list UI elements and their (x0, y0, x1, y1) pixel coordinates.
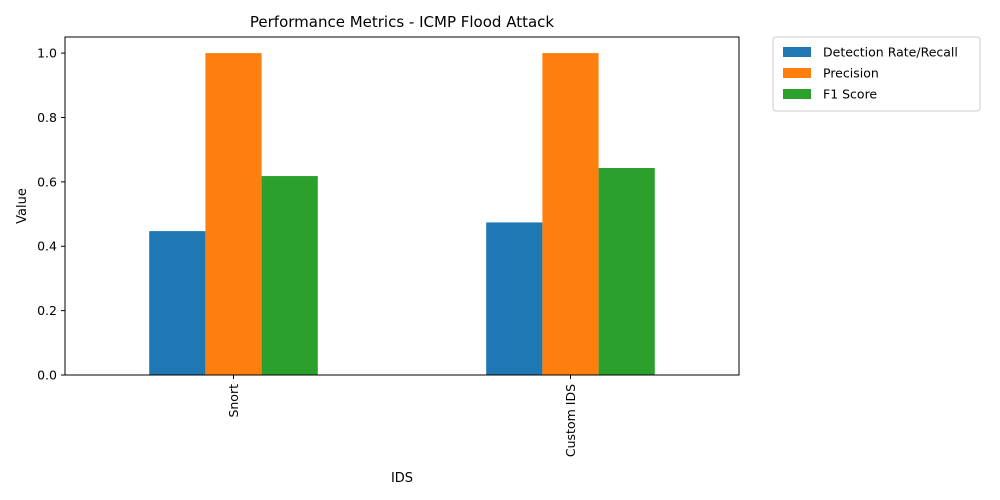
x-tick-label: Snort (226, 384, 241, 418)
y-tick-label: 0.8 (37, 110, 57, 125)
legend-frame (772, 36, 981, 112)
legend-label: F1 Score (823, 87, 877, 102)
y-axis-label: Value (15, 188, 30, 224)
bar-detection-rate-recall-snort (149, 231, 206, 375)
legend-swatch (783, 47, 811, 57)
legend: Detection Rate/Recall Precision F1 Score (772, 36, 981, 112)
y-tick-label: 0.2 (37, 303, 57, 318)
bar-f1-score-snort (261, 176, 318, 375)
bars (149, 53, 655, 375)
legend-swatch (783, 89, 811, 99)
chart-title: Performance Metrics - ICMP Flood Attack (250, 13, 555, 31)
bar-detection-rate-recall-custom-ids (486, 222, 543, 375)
legend-label: Precision (823, 66, 879, 81)
legend-label: Detection Rate/Recall (823, 45, 958, 60)
y-tick-label: 0.0 (37, 368, 57, 383)
x-axis-ticks: Snort Custom IDS (226, 375, 578, 457)
x-axis-label: IDS (391, 471, 413, 486)
y-tick-label: 0.4 (37, 239, 57, 254)
bar-precision-snort (205, 53, 262, 375)
legend-swatch (783, 68, 811, 78)
bar-f1-score-custom-ids (598, 168, 655, 375)
y-axis-ticks: 0.0 0.2 0.4 0.6 0.8 1.0 (37, 46, 65, 383)
legend-items: Detection Rate/Recall Precision F1 Score (783, 45, 958, 102)
bar-precision-custom-ids (542, 53, 599, 375)
plot-frame (64, 36, 740, 376)
y-tick-label: 0.6 (37, 174, 57, 189)
x-tick-label: Custom IDS (563, 384, 578, 457)
y-tick-label: 1.0 (37, 46, 57, 61)
